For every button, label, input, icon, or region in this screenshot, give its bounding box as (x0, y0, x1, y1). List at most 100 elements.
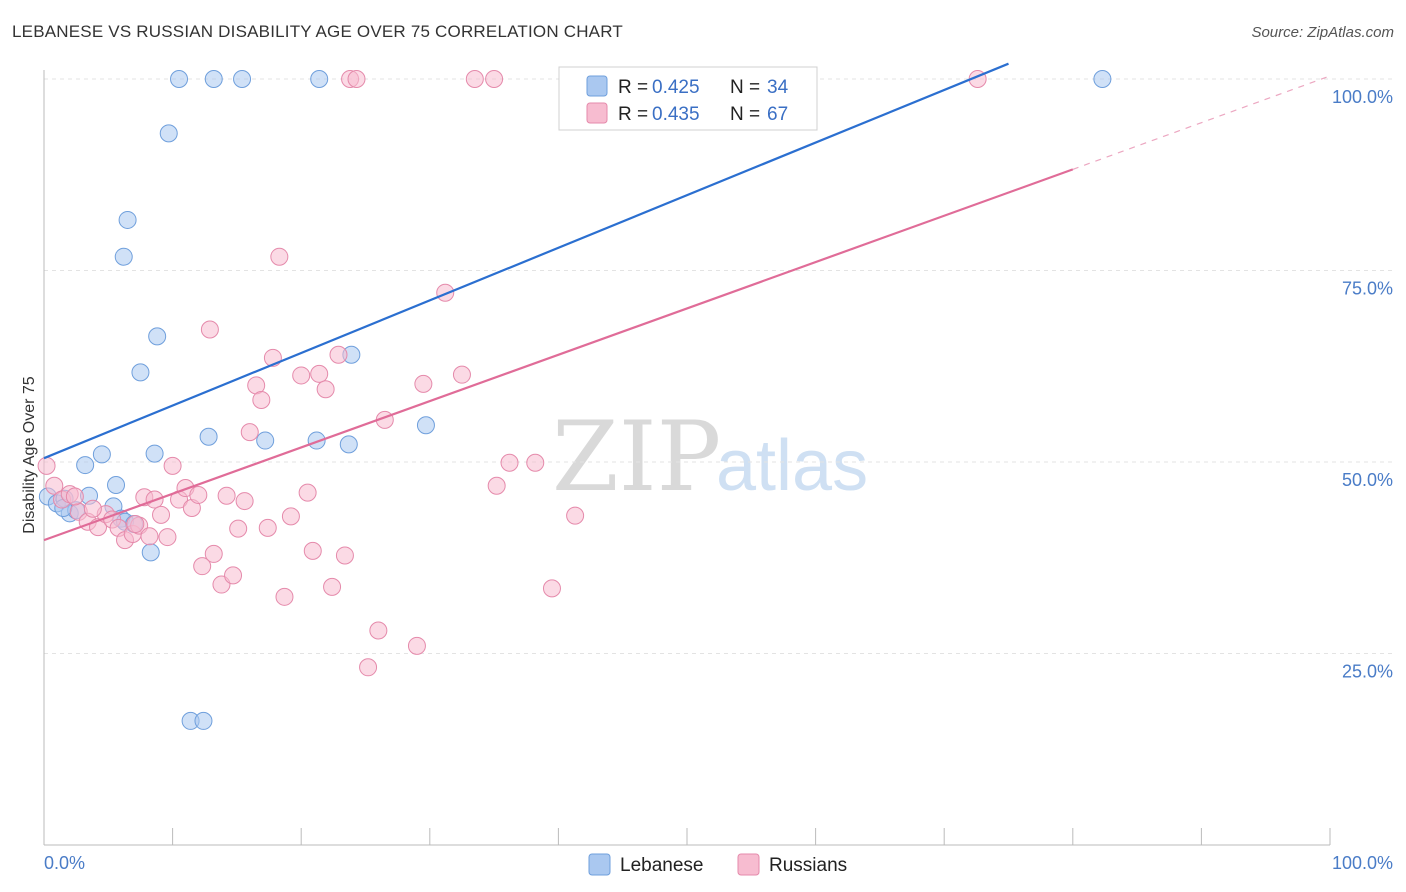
russians-point-43 (316, 380, 335, 399)
russians-point-59 (500, 453, 519, 472)
russians-point-60 (526, 453, 545, 472)
russians-point-48 (347, 70, 366, 88)
lebanese-point-5 (76, 456, 95, 475)
russians-point-33 (252, 390, 271, 409)
russians-point-17 (158, 528, 177, 547)
x-tick-label-max: 100.0% (1332, 853, 1393, 873)
legend-swatch-lebanese (586, 75, 608, 97)
lebanese-point-15 (131, 363, 150, 382)
russians-point-49 (359, 658, 378, 677)
lebanese-point-14 (114, 247, 133, 266)
chart-title: LEBANESE VS RUSSIAN DISABILITY AGE OVER … (12, 22, 623, 41)
source-label: Source: ZipAtlas.com (1251, 24, 1394, 41)
russians-point-27 (217, 486, 236, 505)
russians-point-1 (45, 476, 64, 495)
lebanese-point-24 (1093, 70, 1112, 88)
bottom-legend: Lebanese Russians (588, 853, 847, 876)
russians-point-44 (323, 577, 342, 596)
y-tick-label-25: 25.0% (1342, 662, 1393, 682)
lebanese-point-29 (339, 435, 358, 454)
x-tick-label-min: 0.0% (44, 853, 85, 873)
russians-point-55 (452, 365, 471, 384)
bottom-legend-lebanese: Lebanese (620, 855, 703, 876)
legend-swatch-russians (586, 102, 608, 124)
lebanese-point-7 (92, 445, 111, 464)
bottom-legend-swatch-lebanese (588, 853, 611, 876)
watermark-zip: ZIP (552, 401, 721, 513)
legend-n-value-2: 67 (767, 104, 788, 125)
russians-point-38 (281, 507, 300, 526)
russians-point-46 (335, 546, 354, 565)
lebanese-point-21 (204, 70, 223, 88)
russians-point-36 (270, 247, 289, 266)
russians-point-25 (204, 544, 223, 563)
russians-point-30 (235, 492, 254, 511)
lebanese-point-13 (118, 210, 137, 229)
lebanese-point-17 (141, 543, 160, 562)
lebanese-point-23 (310, 70, 329, 88)
lebanese-point-30 (416, 416, 435, 435)
bottom-legend-russians: Russians (769, 855, 847, 876)
lebanese-trend-line (43, 62, 1009, 460)
y-axis-label: Disability Age Over 75 (21, 376, 38, 534)
gridlines (44, 78, 1393, 654)
lebanese-point-20 (170, 70, 189, 88)
russians-point-56 (465, 70, 484, 88)
y-tick-label-100: 100.0% (1332, 87, 1393, 107)
legend-r-value-1: 0.425 (652, 77, 700, 98)
russians-point-34 (258, 518, 277, 537)
russians-point-64 (126, 515, 145, 534)
russians-point-42 (310, 364, 329, 383)
russians-point-58 (487, 476, 506, 495)
russians-point-45 (329, 345, 348, 364)
data-points (37, 70, 1112, 730)
russians-trend-line (43, 168, 1074, 542)
legend-r-label-2: R = (618, 104, 648, 125)
russians-point-0 (37, 456, 56, 475)
lebanese-point-26 (256, 431, 275, 450)
lebanese-point-27 (307, 431, 326, 450)
russians-point-52 (407, 636, 426, 655)
legend-r-label-1: R = (618, 77, 648, 98)
russians-trend-extension (1072, 75, 1331, 170)
watermark-atlas: atlas (716, 426, 868, 506)
lebanese-point-32 (194, 711, 213, 730)
russians-point-41 (303, 541, 322, 560)
russians-point-65 (83, 499, 102, 518)
russians-point-61 (542, 579, 561, 598)
russians-point-66 (65, 487, 84, 506)
legend-n-label-2: N = (730, 104, 760, 125)
lebanese-point-18 (148, 327, 167, 346)
russians-point-62 (566, 506, 585, 525)
russians-point-53 (414, 374, 433, 393)
russians-point-50 (369, 621, 388, 640)
russians-point-29 (229, 519, 248, 538)
russians-point-39 (292, 366, 311, 385)
y-tick-label-75: 75.0% (1342, 279, 1393, 299)
x-axis-ticks (43, 828, 1331, 845)
russians-point-23 (193, 557, 212, 576)
lebanese-point-10 (107, 475, 126, 494)
trend-lines (43, 62, 1331, 542)
russians-point-24 (200, 320, 219, 339)
lebanese-point-19 (159, 124, 178, 143)
russians-point-37 (275, 587, 294, 606)
russians-point-14 (140, 527, 159, 546)
bottom-legend-swatch-russians (737, 853, 760, 876)
russians-point-18 (163, 456, 182, 475)
russians-point-16 (152, 505, 171, 524)
russians-point-31 (240, 423, 259, 442)
legend-n-label-1: N = (730, 77, 760, 98)
lebanese-point-16 (145, 444, 164, 463)
russians-point-40 (298, 483, 317, 502)
lebanese-point-22 (233, 70, 252, 88)
russians-point-28 (224, 566, 243, 585)
legend-n-value-1: 34 (767, 77, 789, 98)
lebanese-point-25 (199, 427, 218, 446)
y-tick-label-50: 50.0% (1342, 470, 1393, 490)
legend-box: R = 0.425 N = 34 R = 0.435 N = 67 (558, 66, 818, 131)
y-tick-labels: 25.0% 50.0% 75.0% 100.0% (1332, 87, 1393, 682)
legend-r-value-2: 0.435 (652, 104, 700, 125)
russians-point-22 (189, 485, 208, 504)
